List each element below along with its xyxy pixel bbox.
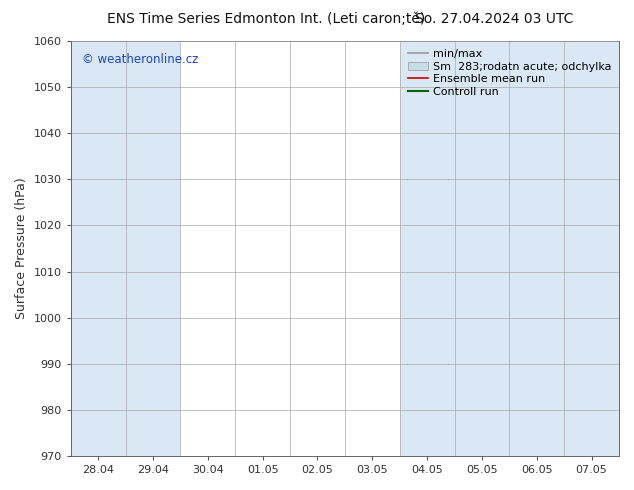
Text: © weatheronline.cz: © weatheronline.cz (82, 53, 198, 67)
Bar (399, 41, 455, 456)
Legend: min/max, Sm  283;rodatn acute; odchylka, Ensemble mean run, Controll run: min/max, Sm 283;rodatn acute; odchylka, … (406, 47, 614, 99)
Text: ENS Time Series Edmonton Int. (Leti caron;tě): ENS Time Series Edmonton Int. (Leti caro… (107, 12, 425, 26)
Bar (455, 41, 509, 456)
Text: So. 27.04.2024 03 UTC: So. 27.04.2024 03 UTC (415, 12, 574, 26)
Bar (564, 41, 619, 456)
Bar (126, 41, 180, 456)
Y-axis label: Surface Pressure (hPa): Surface Pressure (hPa) (15, 178, 28, 319)
Bar (509, 41, 564, 456)
Bar (71, 41, 126, 456)
